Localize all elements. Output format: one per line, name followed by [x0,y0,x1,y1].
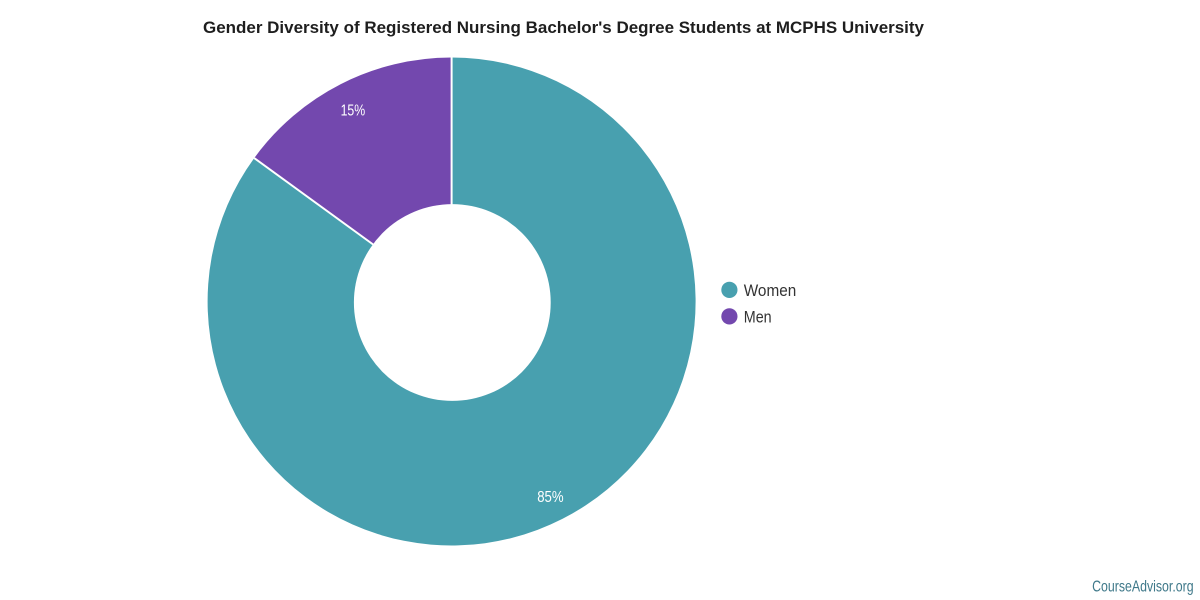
svg-text:15%: 15% [341,103,366,120]
svg-text:Women: Women [744,281,797,300]
svg-text:85%: 85% [537,489,563,506]
svg-text:CourseAdvisor.org: CourseAdvisor.org [1092,579,1194,596]
svg-text:Men: Men [744,307,772,326]
svg-text:Gender Diversity of Registered: Gender Diversity of Registered Nursing B… [203,18,925,37]
